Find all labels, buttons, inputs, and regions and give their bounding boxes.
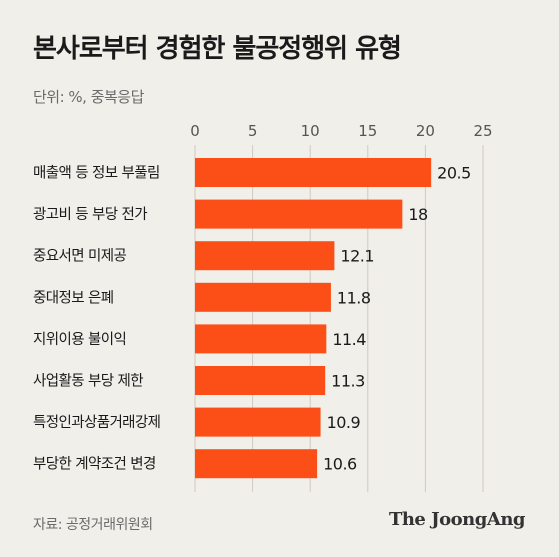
value-label: 18 [408,205,428,224]
x-axis-ticks: 0 5 10 15 20 25 [190,122,492,140]
bar [195,199,403,229]
x-tick-label: 20 [416,122,435,140]
x-tick-label: 5 [248,122,258,140]
value-label: 12.1 [340,247,374,266]
category-label: 지위이용 불이익 [33,331,126,348]
bar [195,407,321,437]
bar [195,449,318,479]
bars [195,158,432,479]
value-label: 11.8 [337,288,371,307]
category-label: 중요서면 미제공 [33,248,126,265]
bar [195,158,432,187]
bar [195,366,326,395]
brand-logo: The JoongAng [388,509,526,530]
value-label: 10.6 [323,455,357,474]
category-label: 부당한 계약조건 변경 [33,456,156,473]
grid-lines [194,145,484,492]
unit-note: 단위: %, 중복응답 [33,88,144,106]
category-label: 광고비 등 부당 전가 [33,206,147,223]
x-tick-label: 15 [358,122,377,140]
x-tick-label: 25 [473,122,492,140]
category-label: 사업활동 부당 제한 [33,373,143,390]
value-labels: 20.5 18 12.1 11.8 11.4 11.3 10.9 10.6 [323,164,471,474]
value-label: 11.4 [332,330,366,349]
value-label: 20.5 [437,164,471,183]
source-note: 자료: 공정거래위원회 [33,517,153,533]
x-tick-label: 10 [301,122,320,140]
chart-title: 본사로부터 경험한 불공정행위 유형 [33,34,402,64]
bar [195,282,331,312]
category-label: 중대정보 은폐 [33,289,113,306]
category-label: 매출액 등 정보 부풀림 [33,165,160,182]
bar [195,324,327,354]
category-label: 특정인과상품거래강제 [33,414,160,431]
bar [195,241,335,271]
value-label: 11.3 [331,372,365,391]
value-label: 10.9 [327,413,361,432]
x-tick-label: 0 [190,122,200,140]
